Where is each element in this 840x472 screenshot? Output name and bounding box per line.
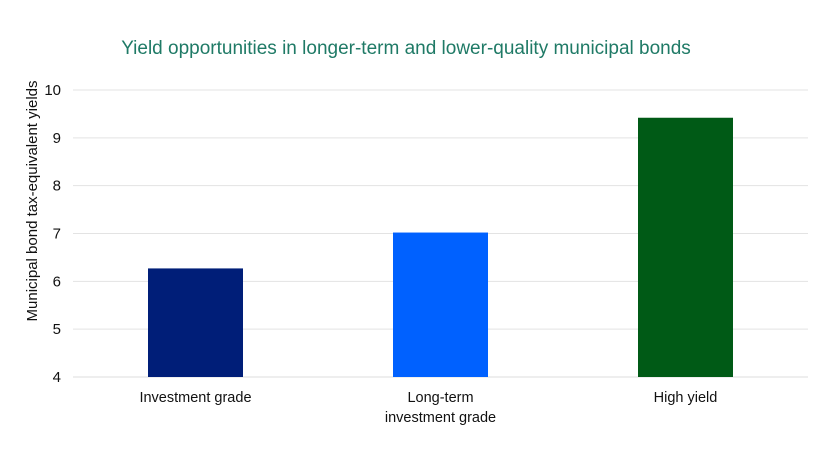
bar (148, 268, 243, 377)
bar (638, 117, 733, 377)
x-axis-categories: Investment grade Long-term investment grad… (139, 390, 717, 426)
y-tick-label: 8 (53, 178, 61, 195)
y-tick-label: 7 (53, 226, 61, 243)
x-category-label: Investment grade (139, 390, 251, 406)
x-category-label: investment grade (385, 410, 496, 426)
bar (393, 232, 488, 377)
y-axis-label: Municipal bond tax-equivalent yields (24, 81, 41, 322)
y-tick-label: 5 (53, 321, 61, 338)
y-tick-label: 9 (53, 130, 61, 147)
x-category-label: High yield (654, 390, 718, 406)
y-tick-label: 6 (53, 273, 61, 290)
bars (148, 117, 733, 377)
x-category-label: Long-term (407, 390, 473, 406)
y-axis-ticks: 4 5 6 7 8 9 10 (44, 82, 61, 386)
chart-title: Yield opportunities in longer-term and l… (121, 38, 691, 59)
y-tick-label: 4 (53, 369, 61, 386)
y-tick-label: 10 (44, 82, 61, 99)
